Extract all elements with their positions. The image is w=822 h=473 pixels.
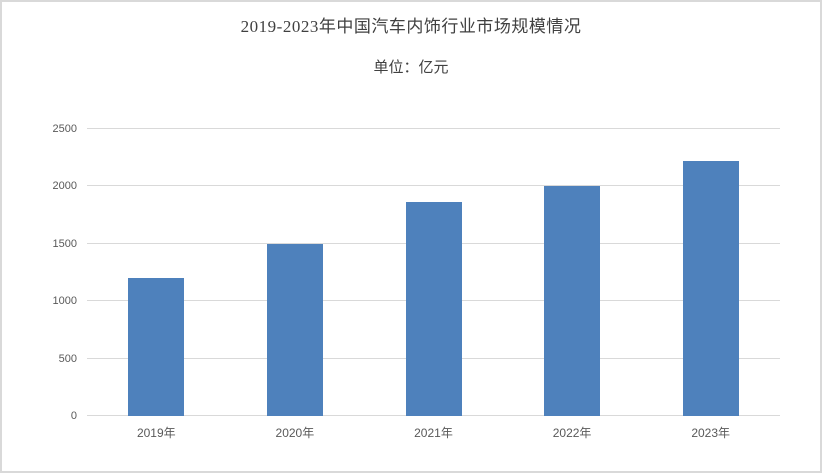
gridline-y-2500 — [87, 128, 780, 129]
y-tick-label-1500: 1500 — [52, 237, 77, 250]
plot-area — [87, 128, 780, 416]
bar-2023年 — [682, 161, 739, 416]
bar-2022年 — [544, 186, 601, 416]
y-tick-label-1000: 1000 — [52, 295, 77, 308]
bar-2021年 — [405, 202, 462, 416]
gridline-y-2000 — [87, 185, 780, 187]
y-tick-label-2500: 2500 — [52, 123, 77, 135]
x-tick-label-2019年: 2019年 — [136, 426, 176, 440]
y-tick-label-500: 500 — [58, 352, 77, 365]
y-tick-label-2000: 2000 — [52, 180, 77, 193]
bar-2020年 — [266, 243, 323, 416]
chart-title: 2019-2023年中国汽车内饰行业市场规模情况 — [240, 17, 582, 36]
x-tick-label-2021年: 2021年 — [414, 426, 453, 440]
chart-subtitle: 单位：亿元 — [373, 60, 449, 76]
x-tick-label-2023年: 2023年 — [691, 426, 731, 440]
y-tick-label-0: 0 — [70, 410, 77, 422]
bar-2019年 — [128, 278, 185, 416]
x-tick-label-2022年: 2022年 — [552, 426, 592, 440]
x-tick-label-2020年: 2020年 — [275, 426, 315, 440]
